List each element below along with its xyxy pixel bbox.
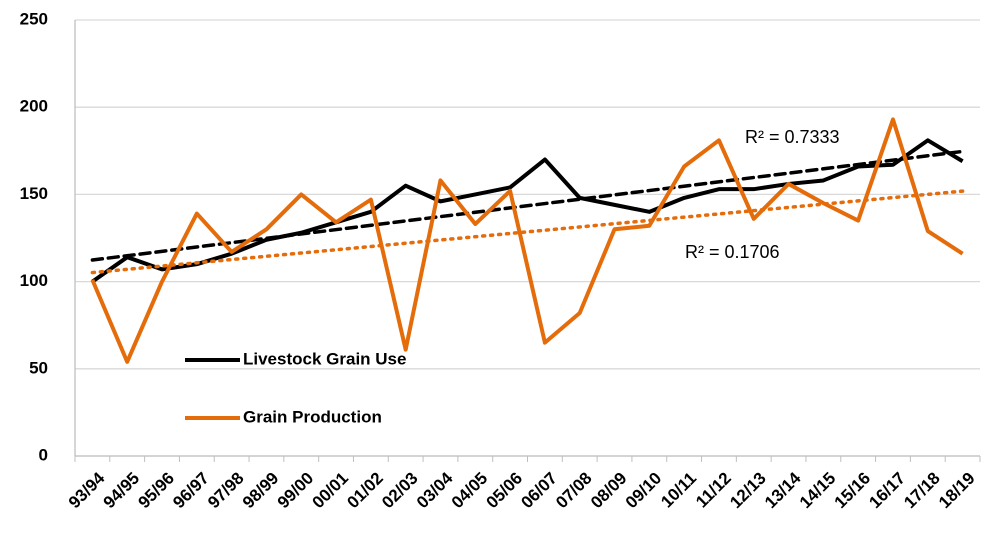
x-tick-label: 18/19: [935, 469, 979, 513]
x-tick-label: 03/04: [413, 468, 457, 512]
y-tick-label: 200: [20, 97, 48, 116]
data-line: [91, 138, 964, 284]
x-tick-label: 16/17: [865, 469, 909, 513]
x-tick-label: 02/03: [378, 469, 422, 513]
r-squared-label: R² = 0.1706: [685, 242, 780, 262]
x-tick-label: 09/10: [622, 469, 666, 513]
y-tick-label: 0: [39, 445, 48, 464]
x-tick-label: 14/15: [796, 469, 840, 513]
x-tick-label: 95/96: [134, 469, 178, 513]
y-tick-label: 250: [20, 9, 48, 28]
x-tick-label: 05/06: [483, 469, 527, 513]
x-tick-label: 15/16: [831, 469, 875, 513]
x-tick-label: 17/18: [900, 469, 944, 513]
x-tick-label: 98/99: [239, 469, 283, 513]
data-line: [90, 117, 964, 364]
x-tick-label: 13/14: [761, 468, 805, 512]
x-tick-label: 94/95: [100, 469, 144, 513]
x-tick-label: 99/00: [274, 469, 318, 513]
x-tick-label: 10/11: [657, 469, 700, 512]
x-tick-label: 93/94: [65, 468, 109, 512]
x-tick-label: 12/13: [726, 469, 770, 513]
x-tick-label: 07/08: [552, 469, 596, 513]
x-tick-label: 97/98: [204, 469, 248, 513]
x-tick-label: 01/02: [343, 469, 387, 513]
y-tick-label: 150: [20, 184, 48, 203]
legend-label: Livestock Grain Use: [243, 349, 406, 368]
legend-label: Grain Production: [243, 407, 382, 426]
x-tick-label: 96/97: [169, 469, 213, 513]
trendline: [90, 149, 965, 262]
r-squared-label: R² = 0.7333: [745, 127, 840, 147]
x-tick-label: 00/01: [309, 469, 353, 513]
x-tick-label: 06/07: [517, 469, 561, 513]
y-tick-label: 50: [29, 358, 48, 377]
x-tick-label: 04/05: [448, 469, 492, 513]
x-tick-label: 08/09: [587, 469, 631, 513]
x-tick-label: 11/12: [692, 469, 735, 512]
y-tick-label: 100: [20, 271, 48, 290]
trendline: [90, 189, 965, 275]
